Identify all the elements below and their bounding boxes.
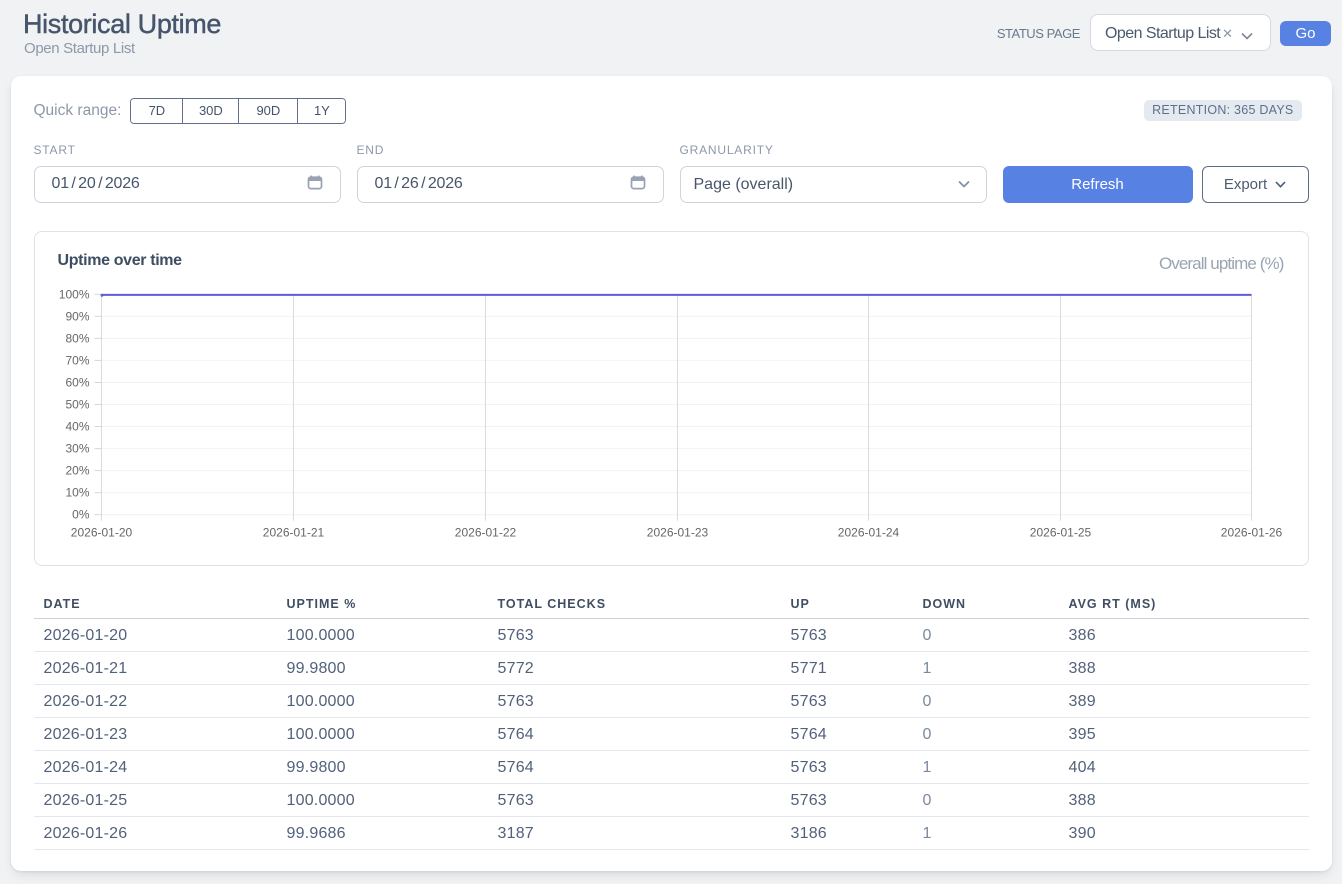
svg-text:2026-01-23: 2026-01-23 (646, 526, 708, 540)
svg-text:100%: 100% (58, 288, 89, 302)
svg-text:2026-01-26: 2026-01-26 (1220, 526, 1282, 540)
svg-text:2026-01-25: 2026-01-25 (1029, 526, 1091, 540)
svg-text:30%: 30% (65, 442, 89, 456)
svg-text:60%: 60% (65, 376, 89, 390)
svg-text:2026-01-22: 2026-01-22 (454, 526, 516, 540)
svg-text:2026-01-21: 2026-01-21 (262, 526, 324, 540)
svg-text:70%: 70% (65, 354, 89, 368)
svg-text:80%: 80% (65, 332, 89, 346)
svg-text:0%: 0% (72, 508, 90, 522)
svg-text:90%: 90% (65, 310, 89, 324)
svg-text:2026-01-20: 2026-01-20 (70, 526, 132, 540)
svg-text:40%: 40% (65, 420, 89, 434)
svg-text:2026-01-24: 2026-01-24 (837, 526, 899, 540)
svg-text:20%: 20% (65, 464, 89, 478)
svg-text:10%: 10% (65, 486, 89, 500)
svg-text:50%: 50% (65, 398, 89, 412)
